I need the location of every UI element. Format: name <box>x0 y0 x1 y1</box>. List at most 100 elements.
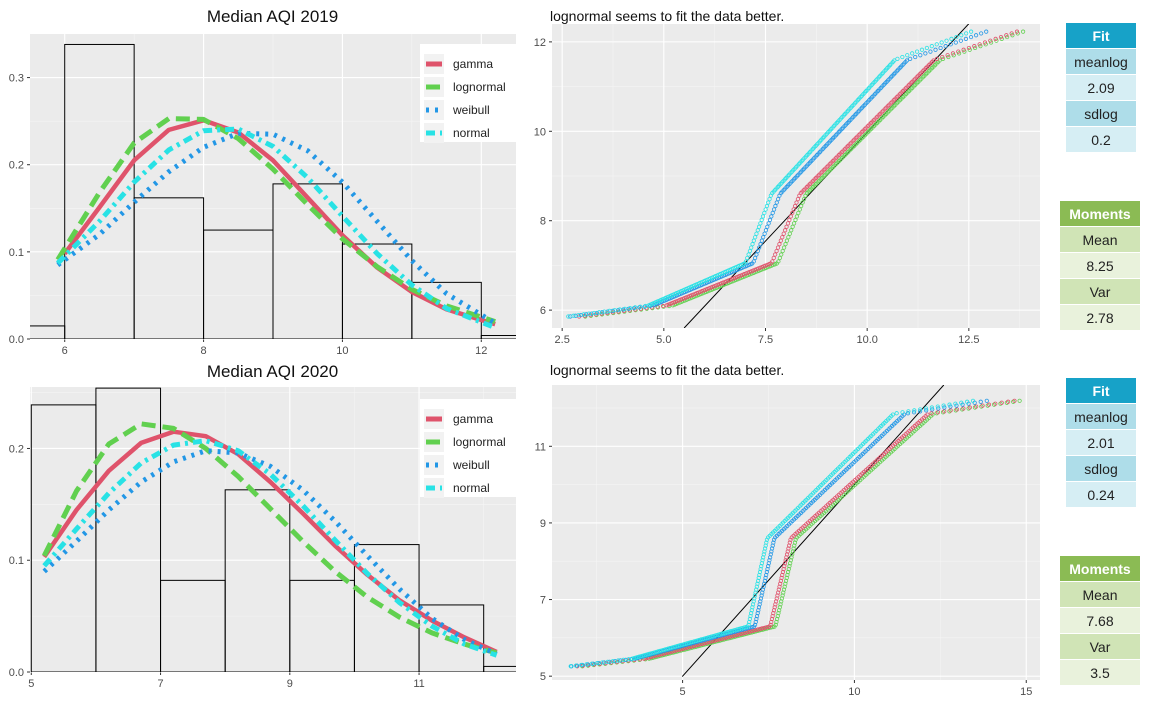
qq-point-gamma <box>777 242 782 247</box>
legend-label-weibull: weibull <box>452 458 490 472</box>
qq-point-weibull <box>948 42 953 47</box>
fit-header: Fit <box>1065 377 1137 404</box>
qq-point-gamma <box>1014 29 1020 34</box>
qq-point-normal <box>954 34 959 40</box>
qq-point-gamma <box>1012 398 1017 403</box>
qq-point-weibull <box>984 398 989 403</box>
y-tick-label: 11 <box>535 441 546 453</box>
qq-point-normal <box>591 310 597 316</box>
qq-point-gamma <box>948 408 953 413</box>
y-tick-label: 0.0 <box>9 667 24 679</box>
qq-point-gamma <box>746 629 751 634</box>
qq-point-gamma <box>741 631 746 636</box>
qq-point-normal <box>747 248 753 254</box>
qq-point-weibull <box>578 312 584 318</box>
qq-point-weibull <box>591 661 596 666</box>
qq-point-normal <box>935 404 940 409</box>
qq-point-gamma <box>784 224 789 229</box>
mean-label: Mean <box>1059 226 1141 253</box>
qq-point-weibull <box>771 207 777 212</box>
qq-point-lognormal <box>791 221 797 226</box>
x-tick-label: 10 <box>848 686 860 698</box>
moments-table-2019: Moments Mean 8.25 Var 2.78 <box>1059 200 1141 331</box>
histogram-bar <box>411 281 482 339</box>
qq-point-lognormal <box>796 210 801 216</box>
hist-2020-chart: 5 7 9 11 0.0 0.1 0.2 gamma lognormal weibull norma… <box>9 387 518 690</box>
qq-point-normal <box>892 58 897 63</box>
y-tick-label: 0.0 <box>9 334 24 346</box>
x-tick-label: 8 <box>201 345 207 357</box>
qq-2020-title: lognormal seems to fit the data better. <box>550 362 785 378</box>
qq-point-normal <box>749 245 754 250</box>
qq-point-lognormal <box>787 231 792 236</box>
qq-point-weibull <box>758 242 763 247</box>
qq-point-weibull <box>917 409 923 414</box>
histogram-bar <box>95 387 162 672</box>
histogram-bar <box>418 604 485 672</box>
meanlog-label: meanlog <box>1065 48 1137 75</box>
qq-point-weibull <box>979 31 984 36</box>
qq-point-gamma <box>1009 31 1014 36</box>
qq-point-weibull <box>749 624 755 630</box>
x-tick-label: 5 <box>28 678 34 690</box>
qq-2019-chart: 2.5 5.0 7.5 10.0 12.5 6 8 10 12 <box>534 24 1040 346</box>
qq-point-gamma <box>998 34 1004 40</box>
qq-point-normal <box>610 659 615 664</box>
qq-point-normal <box>959 400 964 405</box>
y-tick-label: 5 <box>540 671 546 683</box>
qq-point-lognormal <box>784 238 790 243</box>
qq-point-lognormal <box>801 196 807 202</box>
qq-point-normal <box>616 658 621 663</box>
qq-point-gamma <box>773 252 778 257</box>
qq-point-normal <box>760 214 766 219</box>
legend-label-normal: normal <box>453 481 490 495</box>
qq-point-weibull <box>942 405 947 410</box>
y-tick-label: 0.1 <box>9 247 24 259</box>
legend-label-normal: normal <box>453 126 490 140</box>
qq-points-layer <box>568 385 1022 677</box>
var-label: Var <box>1059 633 1141 660</box>
x-tick-label: 10 <box>336 345 348 357</box>
qq-point-normal <box>602 309 607 314</box>
fit-table-2020: Fit meanlog 2.01 sdlog 0.24 <box>1065 377 1137 508</box>
qq-2020-chart: 5 10 15 5 7 9 11 <box>535 385 1040 698</box>
qq-point-gamma <box>787 217 792 222</box>
histogram-layer <box>30 43 516 339</box>
qq-point-weibull <box>911 410 917 415</box>
qq-point-normal <box>970 398 976 403</box>
qq-point-weibull <box>623 657 628 662</box>
qq-point-normal <box>597 310 602 315</box>
qq-point-normal <box>914 49 920 54</box>
qq-point-weibull <box>938 45 943 51</box>
qq-point-gamma <box>737 632 742 637</box>
qq-point-normal <box>581 312 586 317</box>
qq-point-weibull <box>923 51 928 56</box>
sdlog-label: sdlog <box>1065 100 1137 127</box>
y-tick-label: 0.1 <box>9 555 24 567</box>
density-curve-weibull <box>42 448 498 657</box>
qq-point-weibull <box>904 58 910 63</box>
qq-point-weibull <box>978 399 983 404</box>
qq-point-gamma <box>934 56 940 61</box>
qq-point-gamma <box>785 221 791 226</box>
qq-point-gamma <box>735 632 740 637</box>
qq-point-normal <box>756 224 762 229</box>
legend-label-weibull: weibull <box>452 103 490 117</box>
moments-header: Moments <box>1059 200 1141 227</box>
qq-point-normal <box>924 45 930 51</box>
density-curve-gamma <box>42 429 498 654</box>
qq-point-weibull <box>776 196 781 202</box>
x-tick-label: 7 <box>157 678 163 690</box>
qq-point-weibull <box>765 224 770 229</box>
moments-table-2020: Moments Mean 7.68 Var 3.5 <box>1059 555 1141 686</box>
qq-point-normal <box>767 196 772 202</box>
qq-point-normal <box>934 42 939 47</box>
qq-point-gamma <box>748 629 753 634</box>
qq-point-weibull <box>757 245 762 250</box>
x-tick-label: 10.0 <box>856 334 877 346</box>
qq-2019-title: lognormal seems to fit the data better. <box>550 8 785 24</box>
density-curve-lognormal <box>55 116 496 324</box>
sdlog-value: 0.24 <box>1065 481 1137 508</box>
qq-point-gamma <box>795 196 801 202</box>
qq-point-normal <box>939 40 944 45</box>
